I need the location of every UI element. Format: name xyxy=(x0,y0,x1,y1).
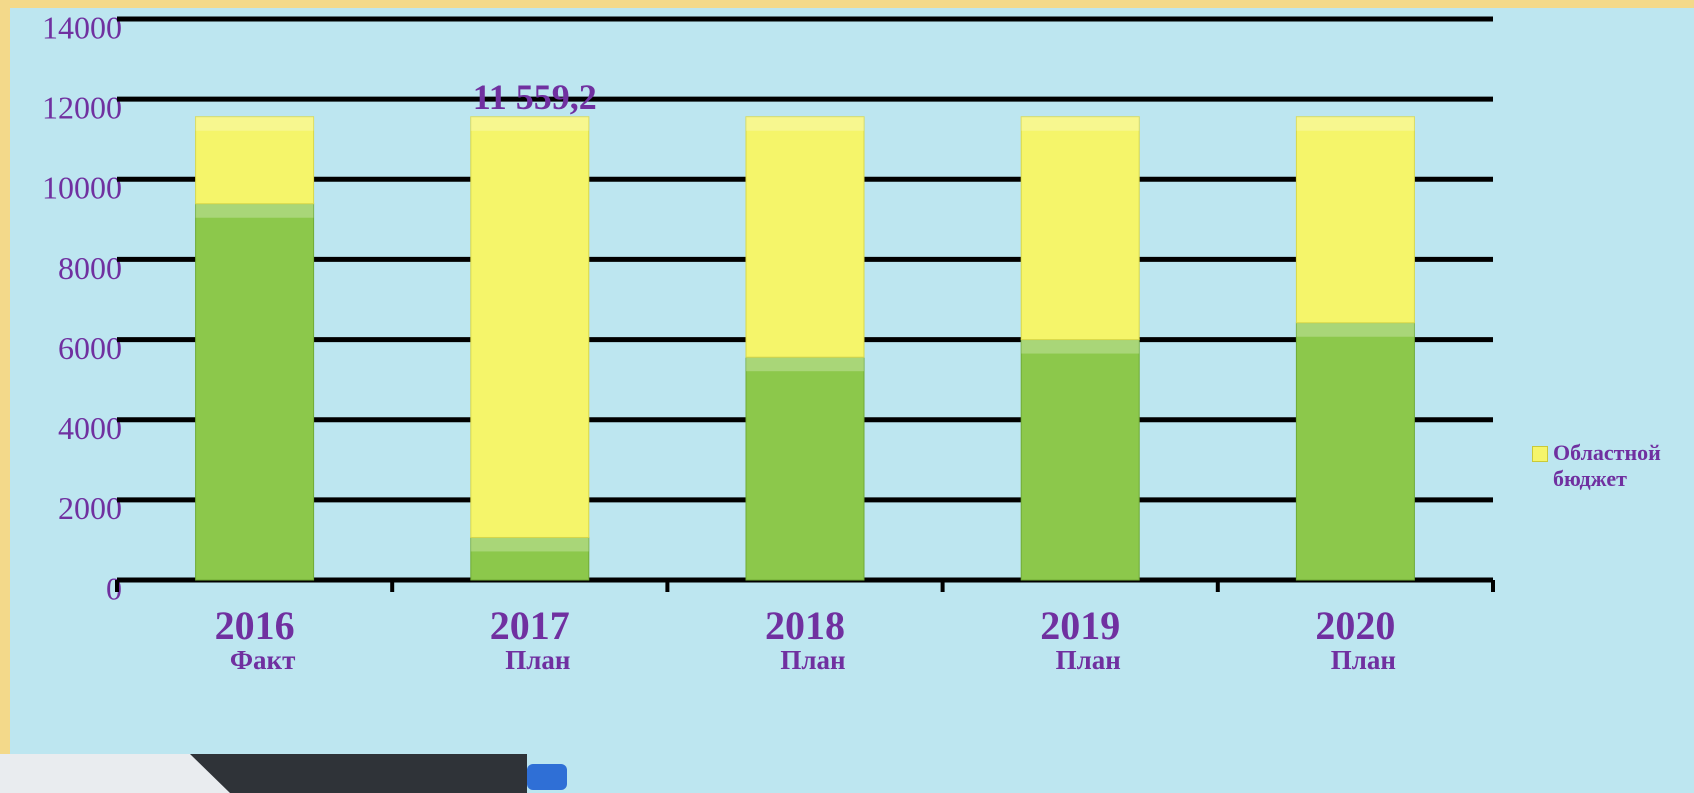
x-tick-sublabel: План xyxy=(780,645,845,675)
y-tick-label: 2000 xyxy=(58,490,122,526)
y-tick-label: 14000 xyxy=(42,9,122,45)
data-label: 11 559,2 xyxy=(473,77,597,117)
bar-highlight xyxy=(471,117,589,131)
bar-segment xyxy=(1296,323,1414,580)
bar-highlight xyxy=(746,117,864,131)
x-tick-label: 2016 xyxy=(215,603,295,648)
bar-highlight xyxy=(196,117,314,131)
legend-swatch xyxy=(1532,446,1548,462)
x-tick-sublabel: План xyxy=(505,645,570,675)
x-tick-sublabel: План xyxy=(1331,645,1396,675)
x-tick-sublabel: Факт xyxy=(230,645,296,675)
x-tick-label: 2020 xyxy=(1315,603,1395,648)
x-tick-label: 2018 xyxy=(765,603,845,648)
x-tick-sublabel: План xyxy=(1056,645,1121,675)
photo-calculator xyxy=(190,754,527,793)
x-tick-label: 2017 xyxy=(490,603,570,648)
bar-segment xyxy=(471,117,589,538)
bar-segment xyxy=(1021,117,1139,340)
bar-highlight xyxy=(746,357,864,371)
bar-segment xyxy=(1021,340,1139,580)
bar-highlight xyxy=(196,204,314,218)
slide: 0 2000 4000 6000 8000 10000 12000 14000 2016Факт… xyxy=(0,0,1694,793)
photo-button xyxy=(527,764,567,790)
legend: Областной бюджет xyxy=(1532,440,1682,492)
y-tick-label: 8000 xyxy=(58,250,122,286)
chart: 0 2000 4000 6000 8000 10000 12000 14000 2016Факт… xyxy=(0,0,1694,793)
bar-segment xyxy=(746,117,864,357)
y-tick-label: 4000 xyxy=(58,410,122,446)
y-tick-label: 0 xyxy=(106,570,122,606)
bar-segment xyxy=(196,204,314,580)
bar-highlight xyxy=(1296,117,1414,131)
bar-highlight xyxy=(1021,117,1139,131)
legend-label: Областной бюджет xyxy=(1553,440,1682,492)
y-tick-label: 10000 xyxy=(42,170,122,206)
bar-highlight xyxy=(1296,323,1414,337)
x-tick-label: 2019 xyxy=(1040,603,1120,648)
bar-highlight xyxy=(1021,340,1139,354)
bar-segment xyxy=(746,357,864,580)
bar-segment xyxy=(1296,117,1414,323)
bar-highlight xyxy=(471,537,589,551)
y-tick-label: 12000 xyxy=(42,89,122,125)
y-tick-label: 6000 xyxy=(58,330,122,366)
